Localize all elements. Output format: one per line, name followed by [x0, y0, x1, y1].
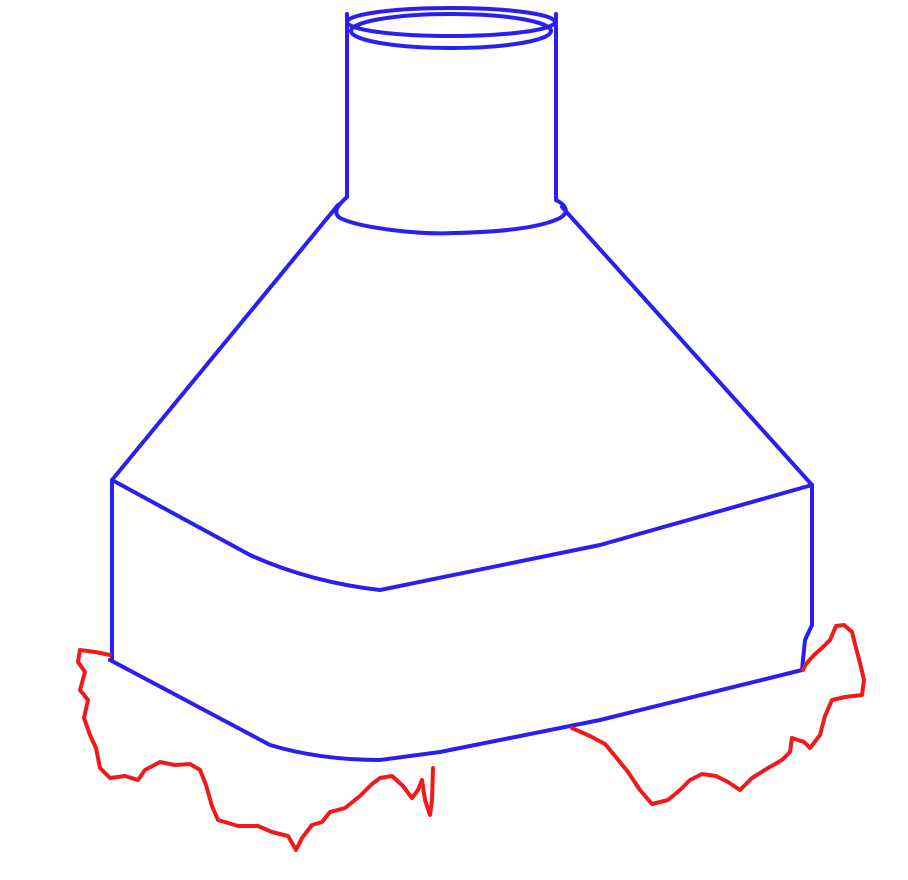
- body-right-wall: [800, 483, 814, 672]
- base-bottom-curve: [108, 658, 804, 762]
- shoulder-right-edge: [560, 205, 814, 487]
- neck-top-rim-inner: [349, 12, 553, 50]
- body: [110, 478, 814, 672]
- jagged-edge-left: [76, 648, 435, 852]
- neck-bottom-rim: [334, 195, 568, 236]
- jagged-edge-right: [570, 623, 866, 806]
- body-top-curve: [110, 478, 814, 592]
- shoulder-left-edge: [110, 203, 340, 482]
- base: [108, 658, 804, 762]
- neck: [334, 6, 568, 236]
- shoulder: [110, 203, 814, 487]
- jagged-edge: [76, 623, 866, 852]
